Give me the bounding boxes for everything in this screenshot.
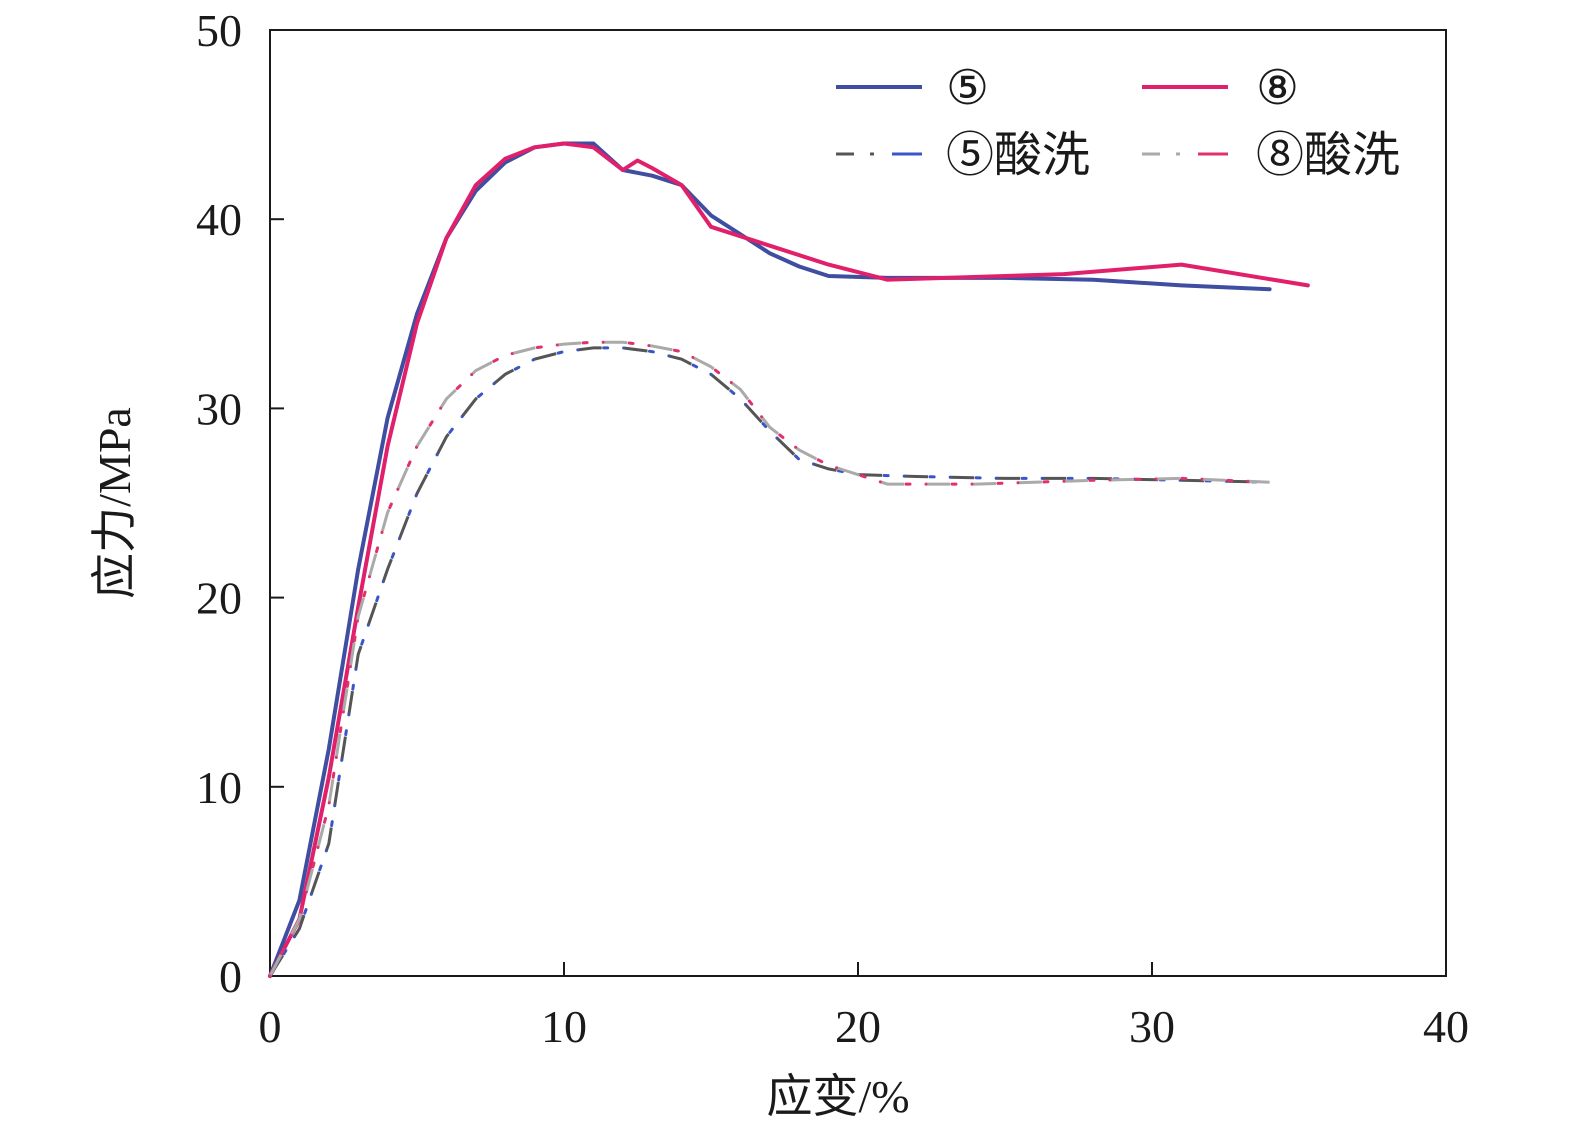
x-tick-label: 10 — [541, 1001, 587, 1052]
legend-2-label: ⑧ — [1256, 62, 1299, 115]
y-tick-label: 0 — [219, 951, 242, 1002]
x-tick-label: 0 — [259, 1001, 282, 1052]
series-2-line — [268, 141, 1310, 978]
y-axis-title: 应力/MPa — [89, 407, 140, 599]
y-tick-label: 30 — [196, 383, 242, 434]
x-tick-label: 40 — [1423, 1001, 1469, 1052]
y-tick-label: 40 — [196, 194, 242, 245]
y-tick-label: 50 — [196, 5, 242, 56]
y-tick-label: 20 — [196, 573, 242, 624]
x-axis-title: 应变/% — [766, 1071, 909, 1122]
legend-1-label: ⑤ — [946, 62, 989, 115]
series-3-line-dot — [268, 346, 1272, 978]
x-tick-label: 20 — [835, 1001, 881, 1052]
legend: ⑤ ⑧ ⑤酸洗 ⑧酸洗 — [836, 62, 1400, 182]
series-4-line-dot — [268, 340, 1272, 978]
x-tick-label: 30 — [1129, 1001, 1175, 1052]
legend-3-label: ⑤酸洗 — [946, 129, 1090, 182]
series-4-line-dash — [268, 340, 1270, 977]
y-tick-label: 10 — [196, 762, 242, 813]
legend-4-label: ⑧酸洗 — [1256, 129, 1400, 182]
